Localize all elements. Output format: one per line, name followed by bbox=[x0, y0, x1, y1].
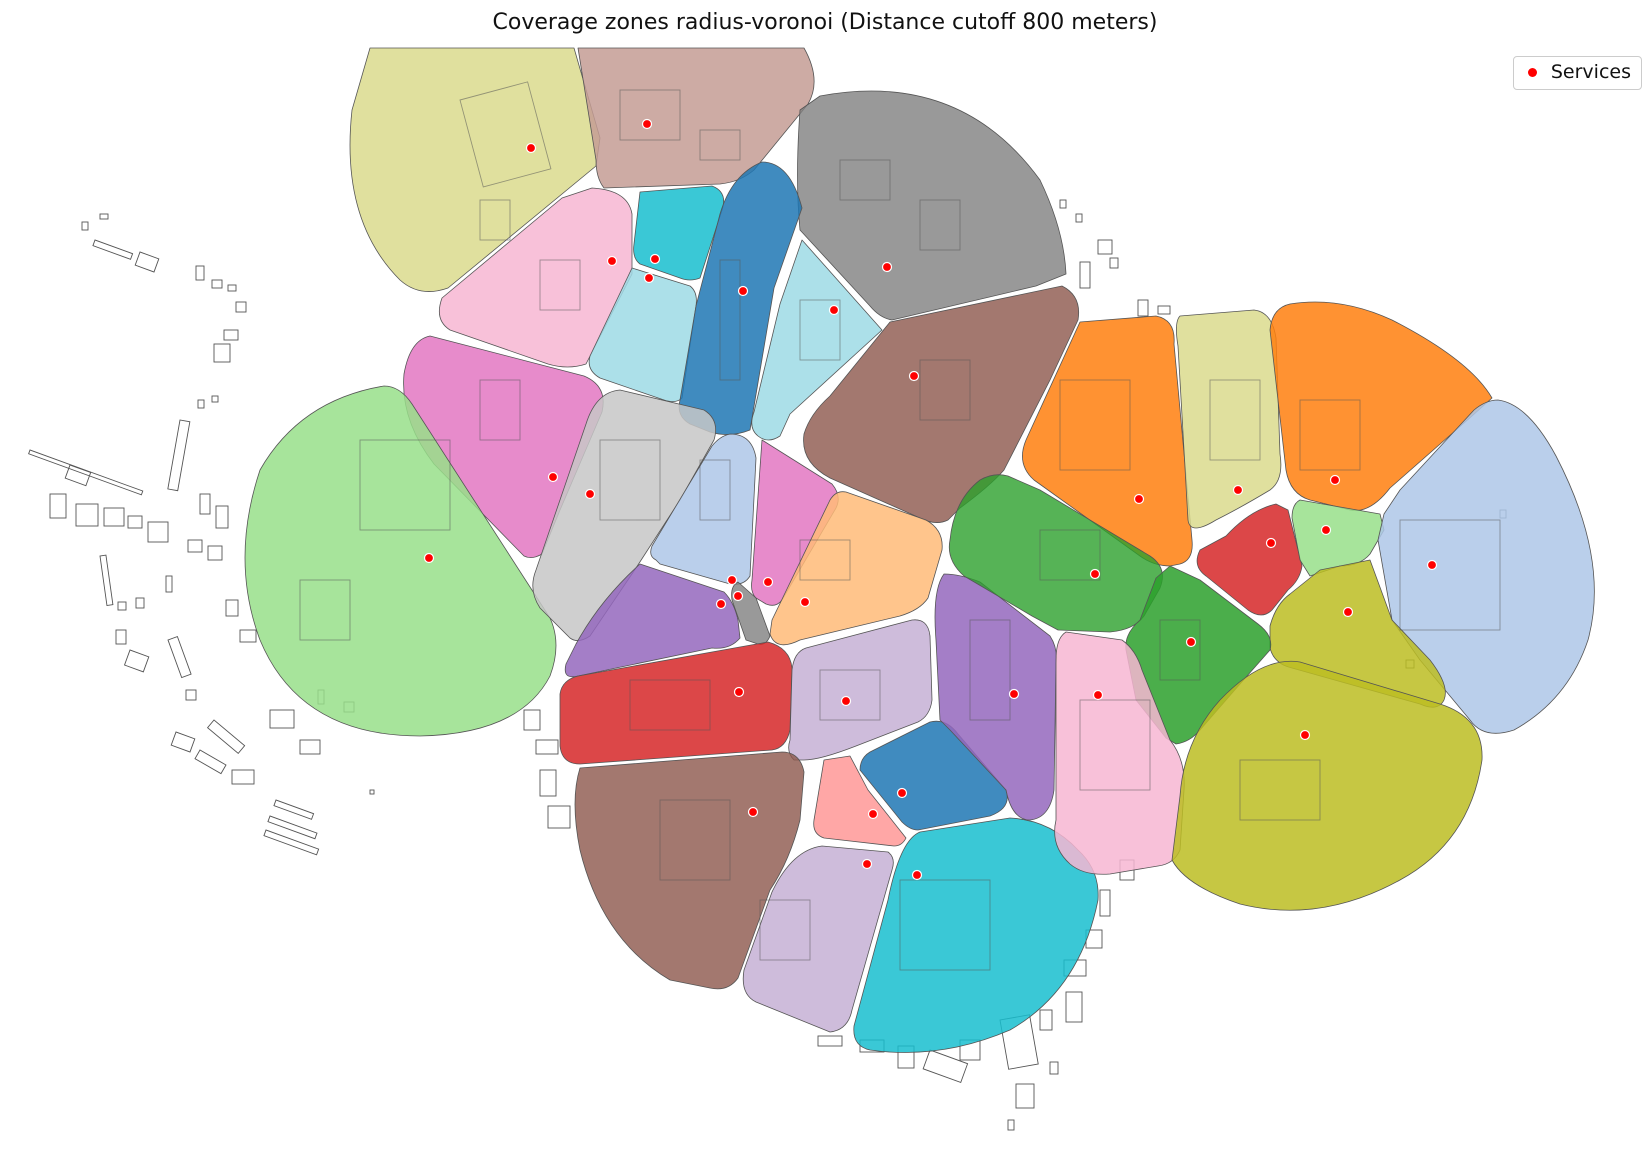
zone-khaki-east bbox=[1176, 309, 1282, 529]
service-point bbox=[1232, 484, 1244, 496]
service-point bbox=[861, 858, 873, 870]
service-point bbox=[1133, 493, 1145, 505]
building-outlines-inside bbox=[299, 81, 1501, 971]
zone-peach-center bbox=[769, 491, 943, 646]
zone-olive-southeast bbox=[1171, 660, 1483, 911]
service-point bbox=[747, 806, 759, 818]
zone-pink-north bbox=[438, 187, 633, 368]
zone-brown-southwest bbox=[574, 751, 805, 990]
service-point bbox=[799, 596, 811, 608]
service-point bbox=[737, 285, 749, 297]
service-point bbox=[606, 255, 618, 267]
service-point bbox=[867, 808, 879, 820]
service-point bbox=[547, 471, 559, 483]
service-point bbox=[733, 686, 745, 698]
zone-lightblue-east bbox=[1377, 399, 1595, 734]
service-point bbox=[1320, 524, 1332, 536]
service-point bbox=[1185, 636, 1197, 648]
service-point bbox=[1342, 606, 1354, 618]
zone-silver-west bbox=[532, 389, 717, 641]
service-point bbox=[1092, 689, 1104, 701]
service-point bbox=[525, 142, 537, 154]
zone-pink-east bbox=[1054, 631, 1185, 875]
zone-red-west bbox=[559, 641, 793, 765]
zone-lightcyan-north bbox=[751, 239, 883, 441]
zone-red-east bbox=[1196, 503, 1303, 616]
service-point bbox=[896, 787, 908, 799]
service-point bbox=[840, 695, 852, 707]
service-point bbox=[732, 590, 744, 602]
service-point bbox=[1265, 537, 1277, 549]
service-point bbox=[911, 869, 923, 881]
service-marker-icon bbox=[1527, 67, 1537, 77]
service-point bbox=[1329, 474, 1341, 486]
service-point bbox=[762, 576, 774, 588]
service-point bbox=[1299, 729, 1311, 741]
service-point bbox=[423, 552, 435, 564]
service-point bbox=[828, 304, 840, 316]
legend: Services bbox=[1512, 56, 1642, 90]
zone-brown-center bbox=[803, 285, 1080, 523]
zone-khaki-northwest bbox=[349, 47, 601, 292]
map-title: Coverage zones radius-voronoi (Distance … bbox=[492, 10, 1158, 35]
zone-orange-northeast bbox=[1022, 315, 1193, 567]
service-points bbox=[423, 118, 1438, 881]
service-point bbox=[881, 261, 893, 273]
zone-lavender-center bbox=[788, 619, 933, 761]
service-point bbox=[1089, 568, 1101, 580]
service-point bbox=[908, 370, 920, 382]
zone-lightgreen-west bbox=[244, 385, 557, 737]
service-point bbox=[641, 118, 653, 130]
zone-lavender-south bbox=[742, 845, 894, 1033]
service-point bbox=[726, 574, 738, 586]
legend-label: Services bbox=[1550, 61, 1631, 83]
service-point bbox=[715, 598, 727, 610]
service-point bbox=[1426, 559, 1438, 571]
service-point bbox=[584, 488, 596, 500]
building-outlines-outside bbox=[28, 199, 1507, 1131]
zone-salmon-south bbox=[813, 755, 907, 847]
service-point bbox=[643, 272, 655, 284]
coverage-zones bbox=[244, 47, 1595, 1053]
zone-lightcyan-small bbox=[588, 267, 697, 402]
zone-green-east bbox=[1125, 565, 1272, 745]
service-point bbox=[1008, 688, 1020, 700]
zone-orange-east bbox=[1269, 301, 1493, 511]
service-point bbox=[649, 253, 661, 265]
